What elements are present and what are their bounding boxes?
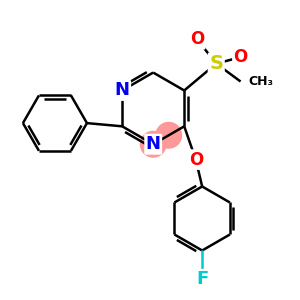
Text: S: S xyxy=(209,54,223,73)
Text: O: O xyxy=(189,151,203,169)
Text: CH₃: CH₃ xyxy=(248,75,273,88)
Text: N: N xyxy=(115,82,130,100)
Text: O: O xyxy=(233,48,248,66)
Text: O: O xyxy=(190,30,204,48)
Text: F: F xyxy=(196,270,208,288)
Text: N: N xyxy=(146,135,161,153)
Circle shape xyxy=(156,122,182,148)
Circle shape xyxy=(140,131,166,157)
